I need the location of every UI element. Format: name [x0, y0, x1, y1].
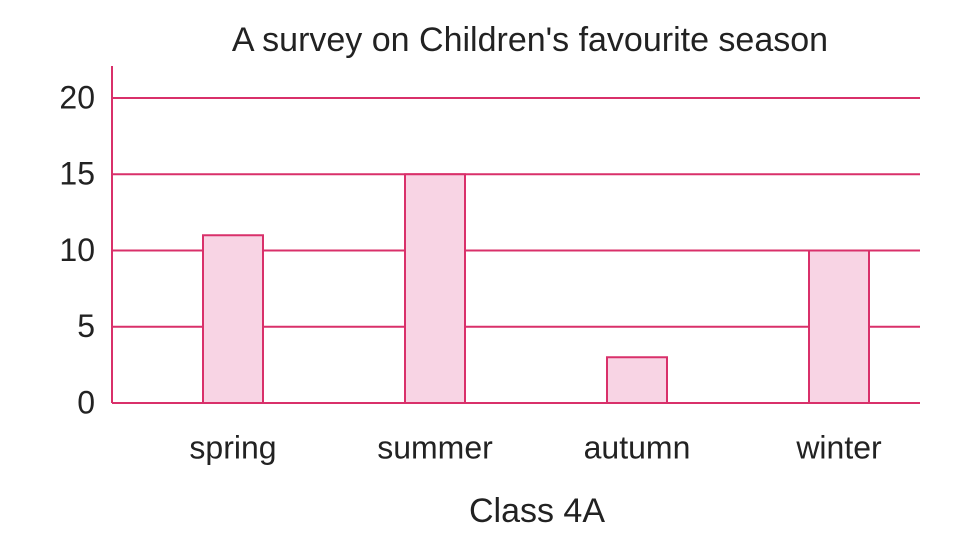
- bar: [202, 234, 264, 404]
- bar: [404, 173, 466, 404]
- y-tick-label: 20: [59, 79, 95, 115]
- x-tick-label: winter: [795, 429, 882, 465]
- x-axis-label: Class 4A: [469, 492, 605, 530]
- x-tick-label: summer: [377, 429, 493, 465]
- y-tick-label: 15: [59, 156, 95, 192]
- x-tick-label: spring: [189, 429, 276, 465]
- bar: [606, 356, 668, 404]
- y-tick-label: 10: [59, 232, 95, 268]
- bar: [808, 249, 870, 404]
- y-tick-label: 0: [77, 384, 95, 420]
- chart-title: A survey on Children's favourite season: [232, 21, 828, 59]
- y-tick-label: 5: [77, 308, 95, 344]
- x-tick-label: autumn: [584, 429, 691, 465]
